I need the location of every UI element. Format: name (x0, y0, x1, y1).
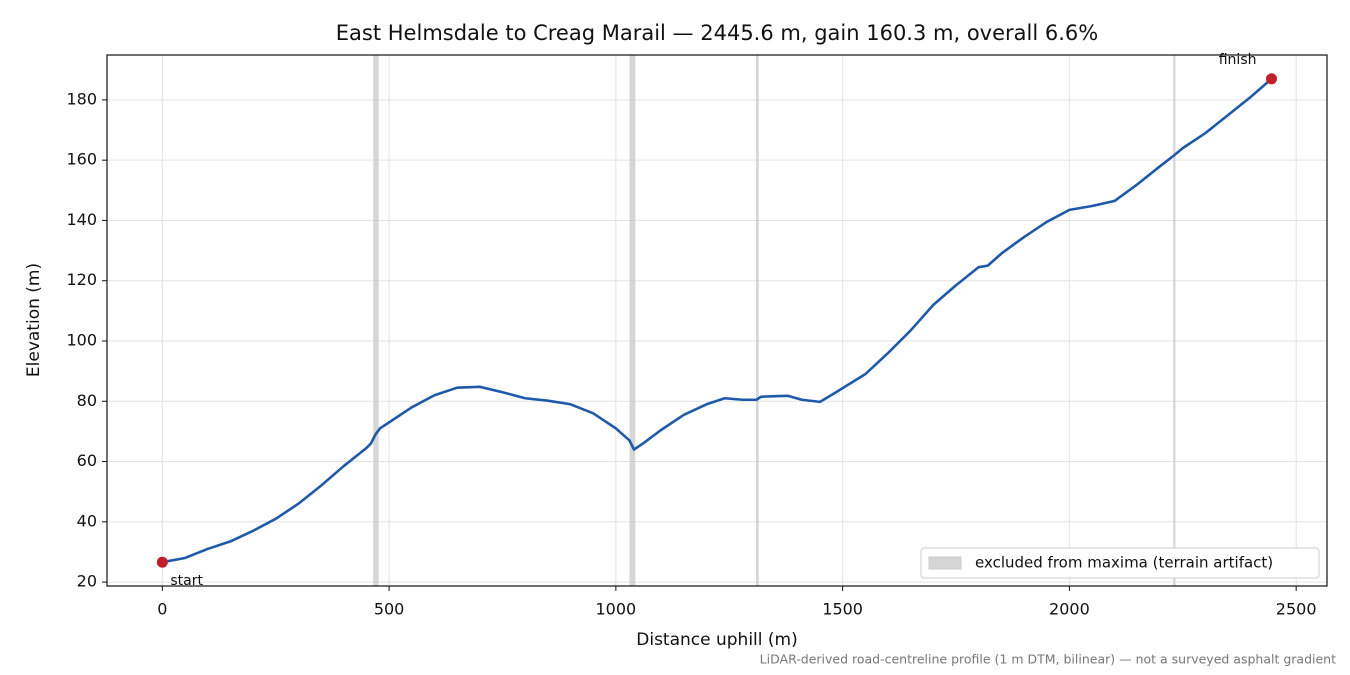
legend-box (920, 547, 1320, 579)
y-tick-label: 20 (77, 572, 97, 591)
x-axis-label: Distance uphill (m) (636, 630, 797, 650)
y-tick-label: 120 (66, 270, 97, 289)
x-tick-label: 2500 (1276, 600, 1317, 619)
y-tick-label: 140 (66, 210, 97, 229)
excluded-band (1173, 55, 1176, 586)
legend-swatch (928, 556, 962, 570)
legend-label: excluded from maxima (terrain artifact) (975, 554, 1273, 572)
excluded-band (629, 55, 636, 586)
y-tick-label: 80 (77, 391, 97, 410)
y-tick-label: 100 (66, 330, 97, 349)
start-label: start (170, 573, 203, 589)
excluded-band (373, 55, 379, 586)
profile-line (162, 77, 1273, 564)
x-tick-label: 1500 (822, 600, 863, 619)
x-tick-label: 500 (374, 600, 405, 619)
footnote: LiDAR-derived road-centreline profile (1… (760, 652, 1336, 667)
finish-label: finish (1219, 52, 1257, 68)
y-tick-label: 180 (66, 89, 97, 108)
finish-marker (1265, 73, 1277, 85)
y-tick-label: 160 (66, 150, 97, 169)
x-tick-label: 0 (157, 600, 167, 619)
y-axis-label: Elevation (m) (24, 263, 44, 377)
y-tick-label: 40 (77, 511, 97, 530)
x-tick-label: 1000 (596, 600, 637, 619)
start-marker (156, 556, 168, 568)
plot-frame (106, 54, 1328, 587)
x-tick-label: 2000 (1049, 600, 1090, 619)
chart-title: East Helmsdale to Creag Marail — 2445.6 … (336, 21, 1098, 45)
excluded-band (756, 55, 759, 586)
y-tick-label: 60 (77, 451, 97, 470)
